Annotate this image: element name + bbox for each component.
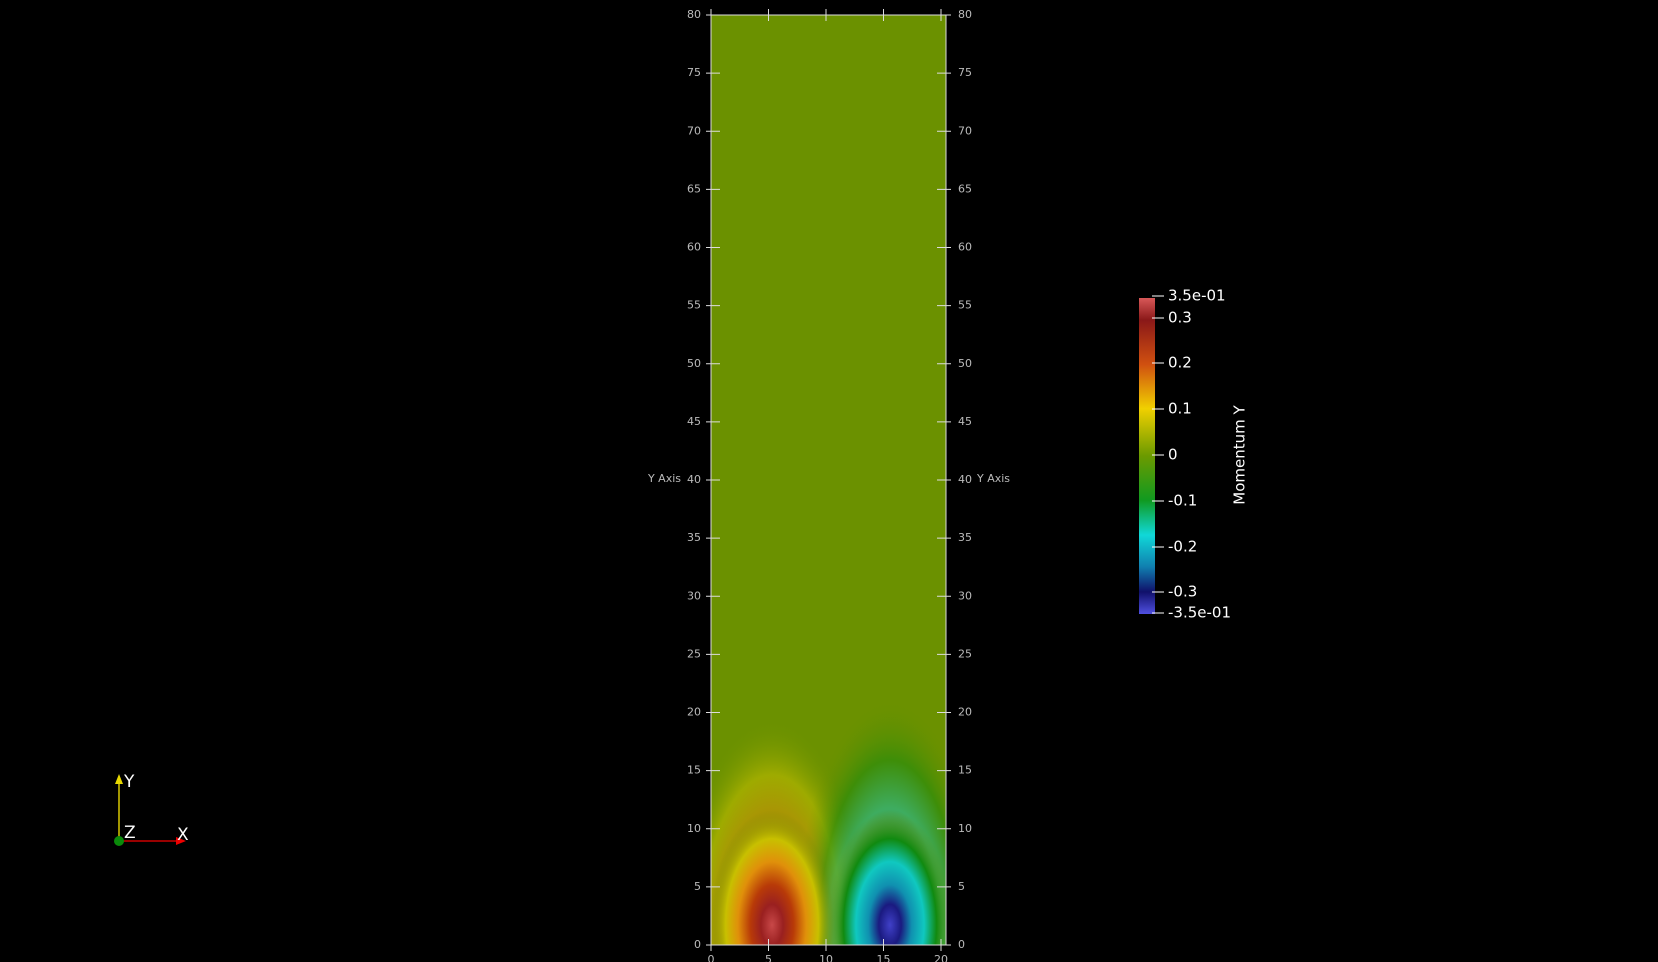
y-tick-label: 15 bbox=[687, 764, 701, 777]
x-tick-label: 5 bbox=[765, 953, 772, 962]
y-tick-label: 10 bbox=[687, 822, 701, 835]
y-axis-title: Y Axis bbox=[647, 472, 681, 485]
y-tick-label: 5 bbox=[694, 880, 701, 893]
colorbar-label: 0.1 bbox=[1168, 400, 1192, 418]
y-tick-label: 25 bbox=[958, 647, 972, 660]
colorbar-label: 0.3 bbox=[1168, 309, 1192, 327]
y-tick-label: 80 bbox=[687, 8, 701, 21]
y-tick-label: 40 bbox=[958, 473, 972, 486]
y-tick-label: 80 bbox=[958, 8, 972, 21]
y-tick-label: 70 bbox=[687, 124, 701, 137]
y-tick-label: 60 bbox=[958, 241, 972, 254]
axis-label-y: Y bbox=[123, 772, 135, 792]
x-tick-label: 20 bbox=[934, 953, 948, 962]
y-tick-label: 30 bbox=[958, 589, 972, 602]
x-tick-label: 10 bbox=[819, 953, 833, 962]
y-tick-label: 40 bbox=[687, 473, 701, 486]
y-tick-label: 10 bbox=[958, 822, 972, 835]
y-axis-title: Y Axis bbox=[976, 472, 1010, 485]
colorbar bbox=[1139, 298, 1155, 614]
y-tick-label: 0 bbox=[694, 938, 701, 951]
colorbar-label: -0.3 bbox=[1168, 583, 1197, 601]
colorbar-title: Momentum Y bbox=[1231, 404, 1249, 504]
colorbar-label: 0.2 bbox=[1168, 354, 1192, 372]
y-tick-label: 20 bbox=[687, 706, 701, 719]
field bbox=[711, 15, 946, 945]
colorbar-label: -3.5e-01 bbox=[1168, 604, 1231, 622]
y-tick-label: 0 bbox=[958, 938, 965, 951]
y-tick-label: 5 bbox=[958, 880, 965, 893]
y-tick-label: 60 bbox=[687, 241, 701, 254]
colorbar-label: -0.2 bbox=[1168, 538, 1197, 556]
orientation-axes: Y Z X bbox=[114, 772, 189, 846]
colorbar-label: 0 bbox=[1168, 446, 1178, 464]
y-tick-label: 55 bbox=[958, 299, 972, 312]
y-tick-label: 25 bbox=[687, 647, 701, 660]
y-tick-label: 50 bbox=[687, 357, 701, 370]
axis-label-x: X bbox=[177, 825, 189, 845]
y-tick-label: 50 bbox=[958, 357, 972, 370]
y-tick-label: 45 bbox=[958, 415, 972, 428]
y-tick-label: 75 bbox=[687, 66, 701, 79]
y-tick-label: 35 bbox=[958, 531, 972, 544]
y-tick-label: 30 bbox=[687, 589, 701, 602]
y-tick-label: 65 bbox=[958, 182, 972, 195]
y-tick-label: 70 bbox=[958, 124, 972, 137]
y-tick-label: 35 bbox=[687, 531, 701, 544]
x-tick-label: 0 bbox=[708, 953, 715, 962]
axis-label-z: Z bbox=[124, 823, 136, 843]
y-tick-label: 55 bbox=[687, 299, 701, 312]
y-tick-label: 15 bbox=[958, 764, 972, 777]
colorbar-label: -0.1 bbox=[1168, 492, 1197, 510]
y-tick-label: 75 bbox=[958, 66, 972, 79]
y-tick-label: 65 bbox=[687, 182, 701, 195]
y-tick-label: 20 bbox=[958, 706, 972, 719]
x-tick-label: 15 bbox=[877, 953, 891, 962]
colorbar-label: 3.5e-01 bbox=[1168, 287, 1226, 305]
y-tick-label: 45 bbox=[687, 415, 701, 428]
